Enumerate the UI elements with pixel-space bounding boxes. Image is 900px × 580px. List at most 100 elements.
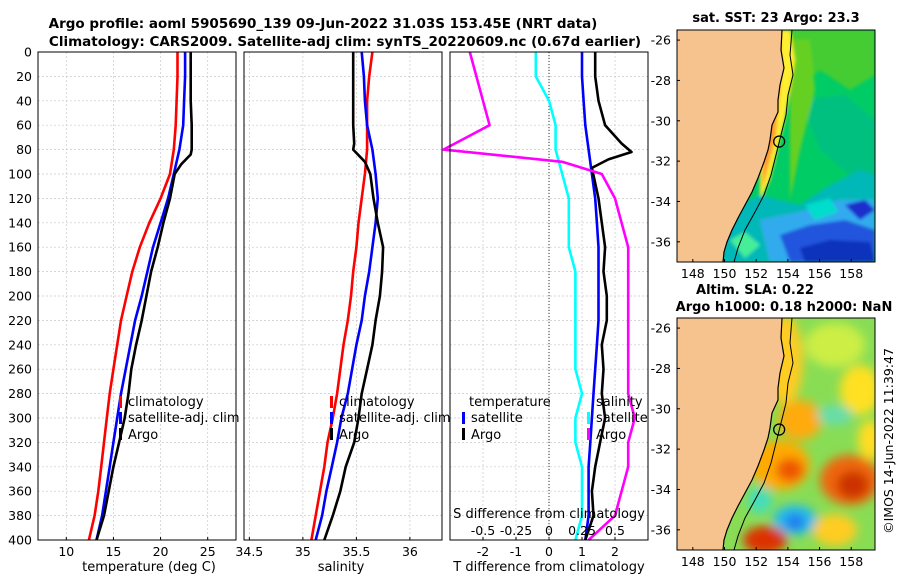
y-tick-label: 400 bbox=[8, 533, 32, 548]
legend-label-s-satellite: satellite bbox=[596, 411, 648, 426]
x-tick-label: 36 bbox=[402, 544, 418, 559]
legend-label-t-argo: Argo bbox=[471, 428, 501, 443]
imos-credit: ©IMOS 14-Jun-2022 11:39:47 bbox=[881, 348, 896, 534]
sst-map-title: sat. SST: 23 Argo: 23.3 bbox=[692, 11, 859, 26]
sst-isobath bbox=[733, 30, 794, 262]
y-tick-label: 180 bbox=[8, 264, 32, 279]
legend-swatch-t-satellite bbox=[462, 412, 465, 424]
figure-subtitle: Climatology: CARS2009. Satellite-adj cli… bbox=[49, 34, 641, 50]
series-line-temperature-argo bbox=[584, 52, 633, 541]
salinity-legend: climatology satellite-adj. clim Argo bbox=[330, 395, 451, 443]
temperature-x-ticks: 10 15 20 25 bbox=[58, 537, 216, 559]
depth-axis-ticks: 0 20 40 60 80 100 120 140 160 180 200 220 240 260 280 3… bbox=[8, 45, 32, 548]
legend-heading-temperature: temperature bbox=[469, 395, 551, 410]
y-tick-label: 240 bbox=[8, 337, 32, 352]
map-x-tick-label: 150 bbox=[713, 554, 737, 569]
legend-label-s-argo: Argo bbox=[596, 428, 626, 443]
map-y-tick-label: -32 bbox=[651, 154, 671, 169]
x-tick-label: 0 bbox=[545, 544, 553, 559]
sst-coastline bbox=[722, 30, 785, 262]
difference-xlabel: T difference from climatology bbox=[452, 560, 645, 575]
legend-swatch-s-argo bbox=[587, 428, 590, 440]
sla-land-mask bbox=[677, 318, 784, 550]
argo-position-marker bbox=[773, 135, 786, 148]
x-tick-label: 2 bbox=[611, 544, 619, 559]
map-x-tick-label: 154 bbox=[776, 554, 800, 569]
y-tick-label: 200 bbox=[8, 289, 32, 304]
y-tick-label: 360 bbox=[8, 484, 32, 499]
series-line-climatology bbox=[87, 52, 179, 541]
y-tick-label: 40 bbox=[16, 93, 32, 108]
x-tick-label: 15 bbox=[105, 544, 121, 559]
y-tick-label: 300 bbox=[8, 411, 32, 426]
sla-map-ticks: 148 150 152 154 156 158 -26 -28 -30 -32 -34 -36 bbox=[651, 321, 864, 569]
map-y-tick-label: -34 bbox=[651, 482, 671, 497]
legend-swatch-satellite bbox=[119, 412, 122, 424]
secondary-x-tick-label: -0.25 bbox=[500, 523, 532, 538]
difference-lines bbox=[442, 51, 637, 541]
x-tick-label: 1 bbox=[578, 544, 586, 559]
y-tick-label: 80 bbox=[16, 142, 32, 157]
x-tick-label: -1 bbox=[510, 544, 522, 559]
map-y-tick-label: -36 bbox=[651, 522, 671, 537]
sst-map-frame bbox=[676, 29, 876, 263]
y-tick-label: 100 bbox=[8, 167, 32, 182]
temperature-legend: climatology satellite-adj. clim Argo bbox=[119, 395, 240, 443]
map-x-tick-label: 158 bbox=[839, 266, 863, 281]
y-tick-label: 220 bbox=[8, 313, 32, 328]
x-tick-label: 35 bbox=[295, 544, 311, 559]
y-tick-label: 60 bbox=[16, 118, 32, 133]
argo-position-marker bbox=[773, 423, 786, 436]
legend-swatch-argo bbox=[119, 428, 122, 440]
x-tick-label: 25 bbox=[200, 544, 216, 559]
legend-swatch-climatology bbox=[330, 396, 333, 408]
legend-swatch-satellite bbox=[330, 412, 333, 424]
map-y-tick-label: -28 bbox=[651, 73, 671, 88]
map-y-tick-label: -26 bbox=[651, 321, 671, 336]
x-tick-label: 20 bbox=[153, 544, 169, 559]
salinity-axes-box bbox=[243, 51, 443, 541]
y-tick-label: 160 bbox=[8, 240, 32, 255]
y-tick-label: 280 bbox=[8, 386, 32, 401]
y-tick-label: 0 bbox=[24, 45, 32, 60]
y-tick-label: 140 bbox=[8, 215, 32, 230]
map-x-tick-label: 154 bbox=[776, 266, 800, 281]
secondary-xlabel: S difference from climatology bbox=[453, 507, 645, 522]
salinity-panel: 34.5 35 35.5 36 climatology satellite-adj. … bbox=[235, 51, 451, 575]
legend-heading-salinity: salinity bbox=[596, 395, 643, 410]
secondary-x-tick-label: 0.5 bbox=[605, 523, 625, 538]
map-x-tick-label: 150 bbox=[713, 266, 737, 281]
sst-map: sat. SST: 23 Argo: 23.3 bbox=[651, 11, 876, 281]
y-tick-label: 320 bbox=[8, 435, 32, 450]
sla-map: Altim. SLA: 0.22 Argo h1000: 0.18 h2000:… bbox=[651, 283, 893, 569]
map-y-tick-label: -34 bbox=[651, 194, 671, 209]
map-x-tick-label: 148 bbox=[681, 266, 705, 281]
salinity-grid bbox=[244, 51, 442, 541]
sst-land-mask bbox=[677, 30, 784, 262]
secondary-x-ticks: -0.5 -0.25 0 0.25 0.5 bbox=[471, 523, 625, 538]
secondary-x-tick-label: -0.5 bbox=[471, 523, 495, 538]
temperature-lines bbox=[87, 52, 193, 541]
sla-isobath bbox=[733, 318, 794, 550]
y-tick-label: 120 bbox=[8, 191, 32, 206]
map-y-tick-label: -30 bbox=[651, 113, 671, 128]
figure-title: Argo profile: aoml 5905690_139 09-Jun-20… bbox=[49, 16, 598, 32]
map-y-tick-label: -36 bbox=[651, 234, 671, 249]
salinity-x-ticks: 34.5 35 35.5 36 bbox=[235, 537, 418, 559]
y-tick-label: 20 bbox=[16, 69, 32, 84]
legend-label-satellite: satellite-adj. clim bbox=[128, 411, 240, 426]
sla-map-title: Altim. SLA: 0.22 bbox=[696, 283, 814, 298]
map-x-tick-label: 152 bbox=[744, 554, 768, 569]
legend-label-argo: Argo bbox=[128, 428, 158, 443]
map-y-tick-label: -26 bbox=[651, 33, 671, 48]
x-tick-label: 34.5 bbox=[235, 544, 263, 559]
map-x-tick-label: 156 bbox=[808, 266, 832, 281]
map-y-tick-label: -30 bbox=[651, 401, 671, 416]
sla-coastline bbox=[722, 318, 785, 550]
map-y-tick-label: -28 bbox=[651, 361, 671, 376]
map-x-tick-label: 148 bbox=[681, 554, 705, 569]
salinity-lines bbox=[310, 51, 385, 541]
secondary-x-tick-label: 0 bbox=[545, 523, 553, 538]
legend-swatch-argo bbox=[330, 428, 333, 440]
